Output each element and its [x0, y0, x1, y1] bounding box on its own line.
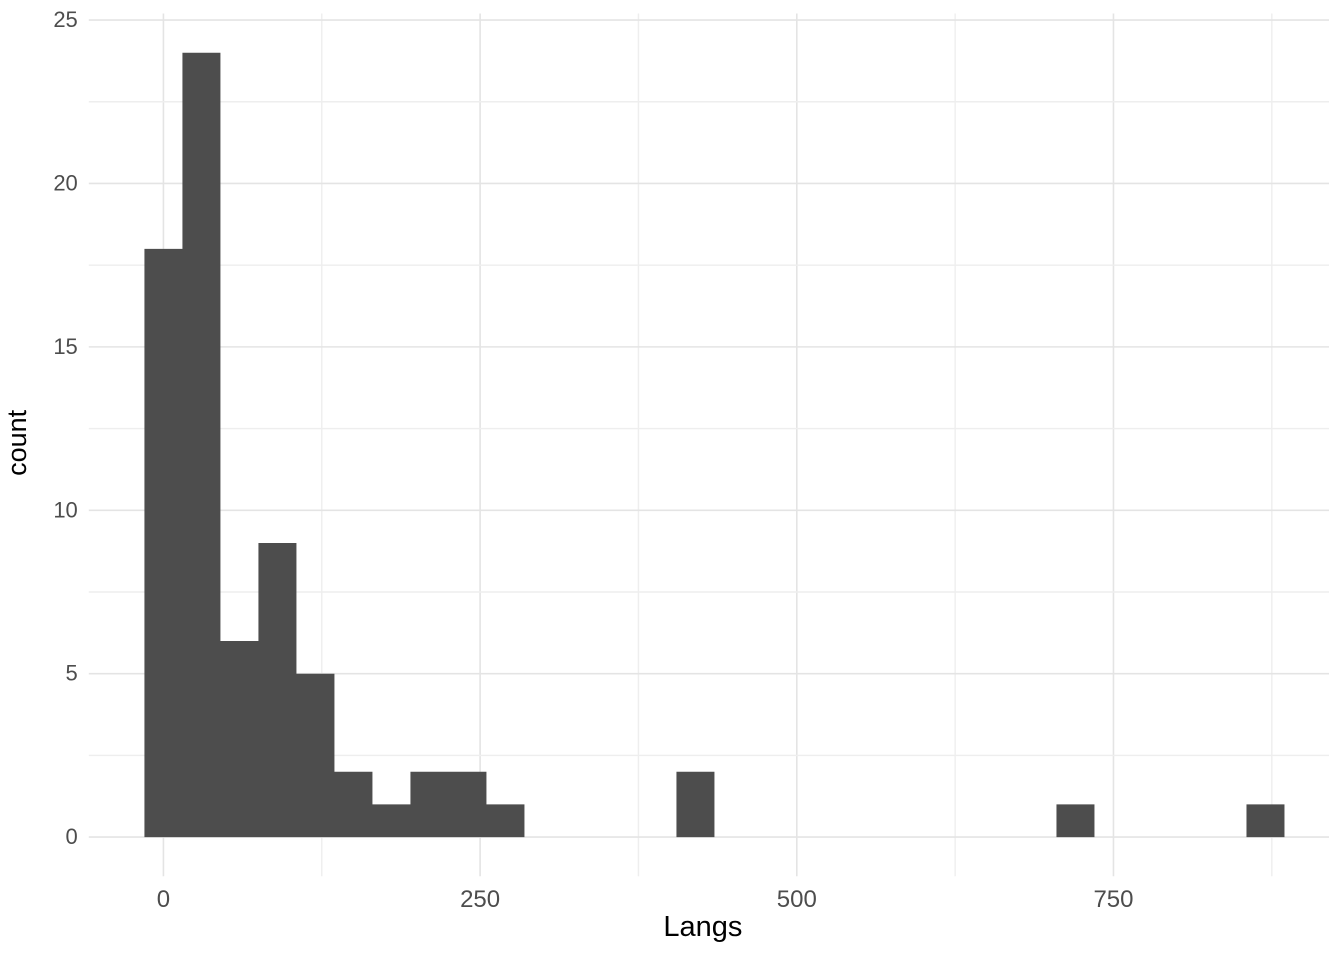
svg-text:count: count [2, 409, 32, 476]
svg-text:0: 0 [157, 886, 170, 913]
svg-text:Langs: Langs [663, 911, 742, 943]
svg-text:500: 500 [777, 886, 817, 913]
svg-text:0: 0 [66, 824, 78, 849]
svg-text:10: 10 [53, 497, 77, 522]
svg-text:750: 750 [1093, 886, 1133, 913]
svg-text:20: 20 [53, 170, 77, 195]
svg-text:5: 5 [66, 661, 78, 686]
svg-text:15: 15 [53, 334, 77, 359]
svg-text:25: 25 [53, 7, 77, 32]
svg-text:250: 250 [460, 886, 500, 913]
